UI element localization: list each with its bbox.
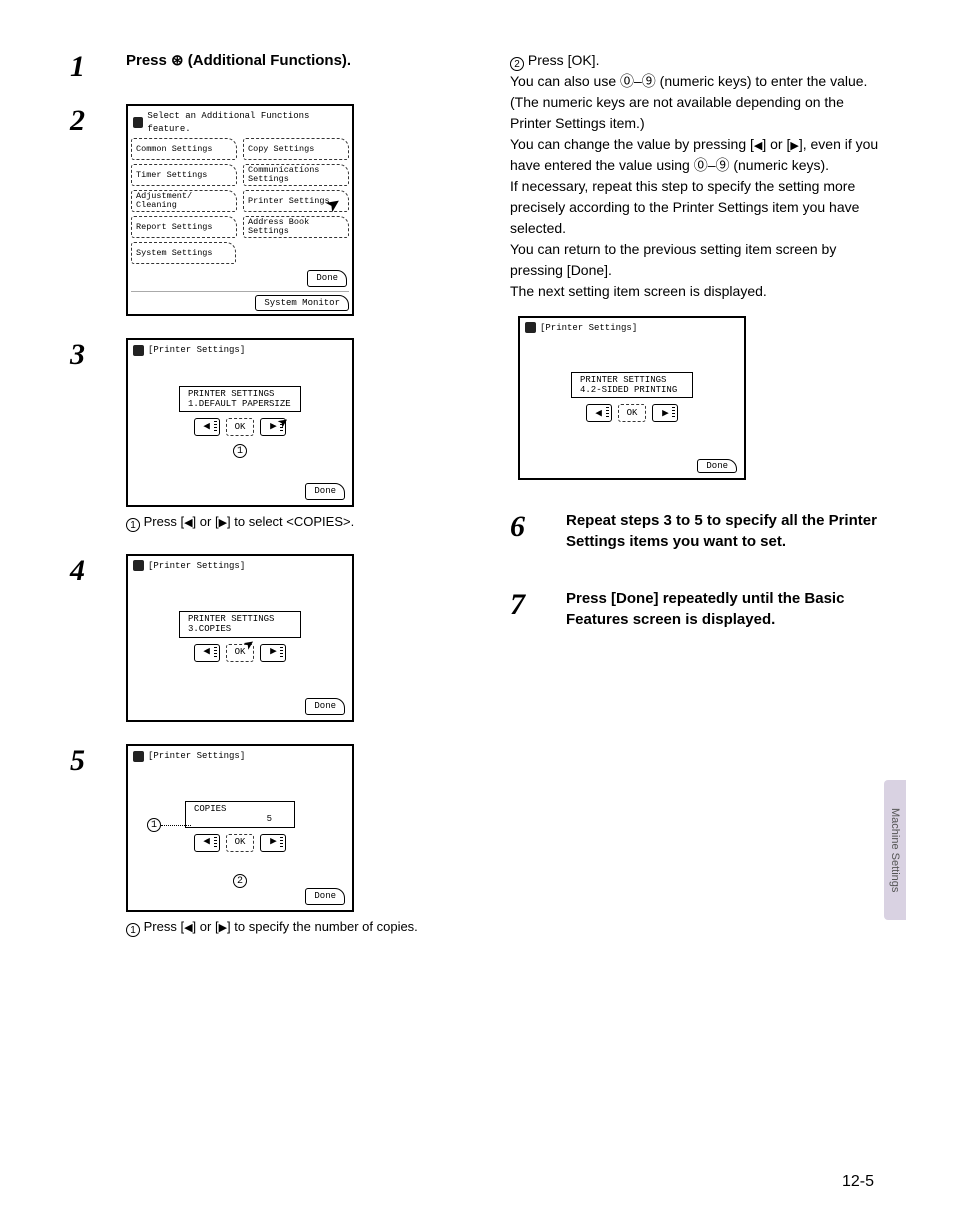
done-button[interactable]: Done [305,888,345,905]
done-button[interactable]: Done [697,459,737,473]
btn-report-settings[interactable]: Report Settings [131,216,237,238]
gear-icon [525,322,536,333]
step-2: 2 Select an Additional Functions feature… [70,104,470,316]
left-column: 1 Press ⊛ (Additional Functions). 2 Sele… [70,50,470,1120]
marker-1: 1 [233,444,247,458]
right-arrow-button[interactable]: ▶ [260,834,286,852]
left-arrow-button[interactable]: ◀ [586,404,612,422]
btn-printer-settings[interactable]: Printer Settings [243,190,349,212]
right-arrow-button[interactable]: ▶ [260,644,286,662]
right-para-1: You can also use ⓪–⑨ (numeric keys) to e… [510,71,880,134]
step3-caption: 1 Press [◀] or [▶] to select <COPIES>. [126,513,470,532]
ps-label: PRINTER SETTINGS 4.2-SIDED PRINTING [571,372,693,399]
step1-text: Press ⊛ (Additional Functions). [126,50,470,71]
btn-adjustment-cleaning[interactable]: Adjustment/ Cleaning [131,190,237,212]
gear-icon [133,117,143,128]
step-number: 7 [510,588,566,630]
ok-button[interactable]: OK [618,404,647,422]
gear-icon [133,560,144,571]
af-title: Select an Additional Functions feature. [147,110,347,135]
step6-text: Repeat steps 3 to 5 to specify all the P… [566,510,880,552]
step-number: 5 [70,744,126,937]
ps-header: [Printer Settings] [148,750,245,763]
printer-settings-screen-2: [Printer Settings] PRINTER SETTINGS 3.CO… [126,554,354,722]
ps-label: PRINTER SETTINGS 1.DEFAULT PAPERSIZE [179,386,301,413]
step-1: 1 Press ⊛ (Additional Functions). [70,50,470,82]
ps-header: [Printer Settings] [540,323,637,333]
side-tab: Machine Settings [884,780,906,920]
ps-label: COPIES 5 [185,801,295,828]
step-number: 2 [70,104,126,316]
printer-settings-screen-1: [Printer Settings] PRINTER SETTINGS 1.DE… [126,338,354,506]
ps-label: PRINTER SETTINGS 3.COPIES [179,611,301,638]
done-button[interactable]: Done [307,270,347,287]
right-para-3: If necessary, repeat this step to specif… [510,176,880,239]
step-number: 4 [70,554,126,722]
manual-page: 1 Press ⊛ (Additional Functions). 2 Sele… [0,0,954,1160]
step7-text: Press [Done] repeatedly until the Basic … [566,588,880,630]
gear-icon [133,751,144,762]
ok-button[interactable]: OK [226,418,255,436]
right-para-ok: 2 Press [OK]. [510,50,880,71]
left-arrow-button[interactable]: ◀ [194,834,220,852]
step-7: 7 Press [Done] repeatedly until the Basi… [510,588,880,630]
btn-timer-settings[interactable]: Timer Settings [131,164,237,186]
page-number: 12-5 [842,1173,874,1191]
ok-button[interactable]: OK [226,644,255,662]
right-arrow-button[interactable]: ▶ [652,404,678,422]
btn-system-settings[interactable]: System Settings [131,242,236,264]
btn-address-book-settings[interactable]: Address Book Settings [243,216,349,238]
right-para-2: You can change the value by pressing [◀]… [510,134,880,176]
step-number: 1 [70,50,126,82]
btn-common-settings[interactable]: Common Settings [131,138,237,160]
done-button[interactable]: Done [305,483,345,500]
btn-copy-settings[interactable]: Copy Settings [243,138,349,160]
step-3: 3 [Printer Settings] PRINTER SETTINGS 1.… [70,338,470,531]
step-number: 6 [510,510,566,552]
right-arrow-button[interactable]: ▶ [260,418,286,436]
right-column: 2 Press [OK]. You can also use ⓪–⑨ (nume… [510,50,880,1120]
done-button[interactable]: Done [305,698,345,715]
left-arrow-button[interactable]: ◀ [194,418,220,436]
step5-caption: 1 Press [◀] or [▶] to specify the number… [126,918,470,937]
printer-settings-screen-next: [Printer Settings] PRINTER SETTINGS 4.2-… [518,316,746,480]
step-5: 5 [Printer Settings] COPIES 5 ◀ [70,744,470,937]
right-para-4: You can return to the previous setting i… [510,239,880,281]
step-6: 6 Repeat steps 3 to 5 to specify all the… [510,510,880,552]
marker-2: 2 [233,874,247,888]
system-monitor-button[interactable]: System Monitor [255,295,349,312]
step-number: 3 [70,338,126,531]
ok-button[interactable]: OK [226,834,255,852]
printer-settings-screen-3: [Printer Settings] COPIES 5 ◀ OK ▶ 1 [126,744,354,912]
step-4: 4 [Printer Settings] PRINTER SETTINGS 3.… [70,554,470,722]
side-tab-label: Machine Settings [889,808,901,892]
ps-header: [Printer Settings] [148,560,245,573]
gear-icon [133,345,144,356]
additional-functions-screen: Select an Additional Functions feature. … [126,104,354,316]
left-arrow-button[interactable]: ◀ [194,644,220,662]
btn-communications-settings[interactable]: Communications Settings [243,164,349,186]
right-para-5: The next setting item screen is displaye… [510,281,880,302]
marker-1: 1 [147,818,161,832]
ps-header: [Printer Settings] [148,344,245,357]
